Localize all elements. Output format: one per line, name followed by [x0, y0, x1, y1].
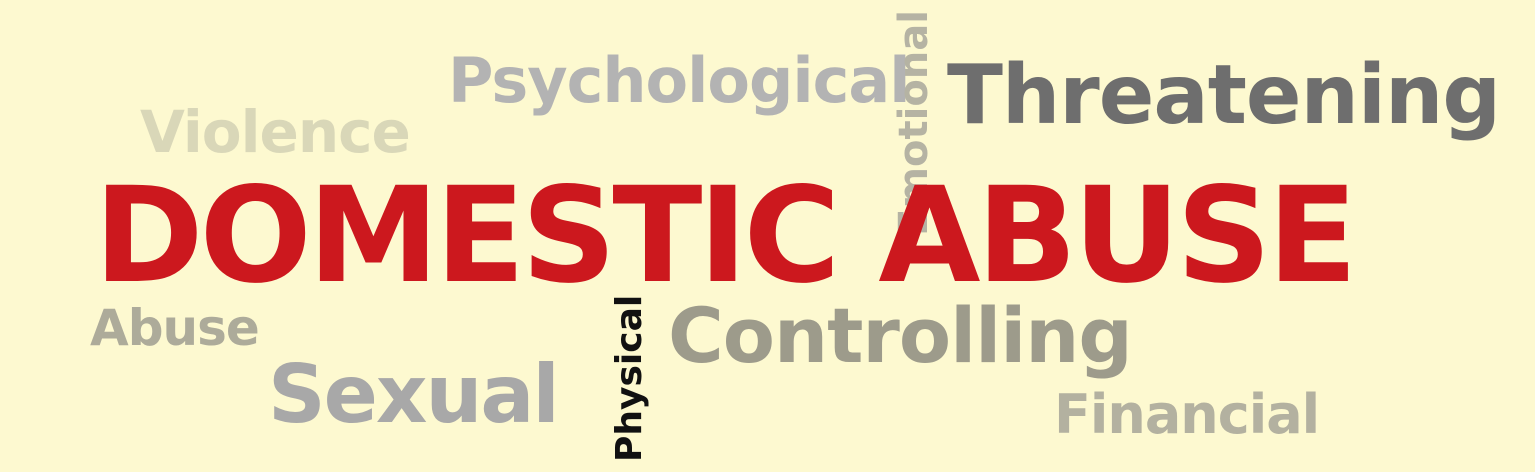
- headline-domestic-abuse: DOMESTIC ABUSE: [94, 159, 1358, 313]
- word-physical: Physical: [609, 294, 650, 462]
- word-psychological: Psychological: [448, 44, 910, 117]
- word-abuse: Abuse: [90, 299, 260, 357]
- word-sexual: Sexual: [268, 348, 560, 441]
- word-controlling: Controlling: [668, 291, 1133, 380]
- word-financial: Financial: [1054, 383, 1320, 446]
- word-violence: Violence: [140, 98, 411, 166]
- word-threatening: Threatening: [947, 48, 1501, 143]
